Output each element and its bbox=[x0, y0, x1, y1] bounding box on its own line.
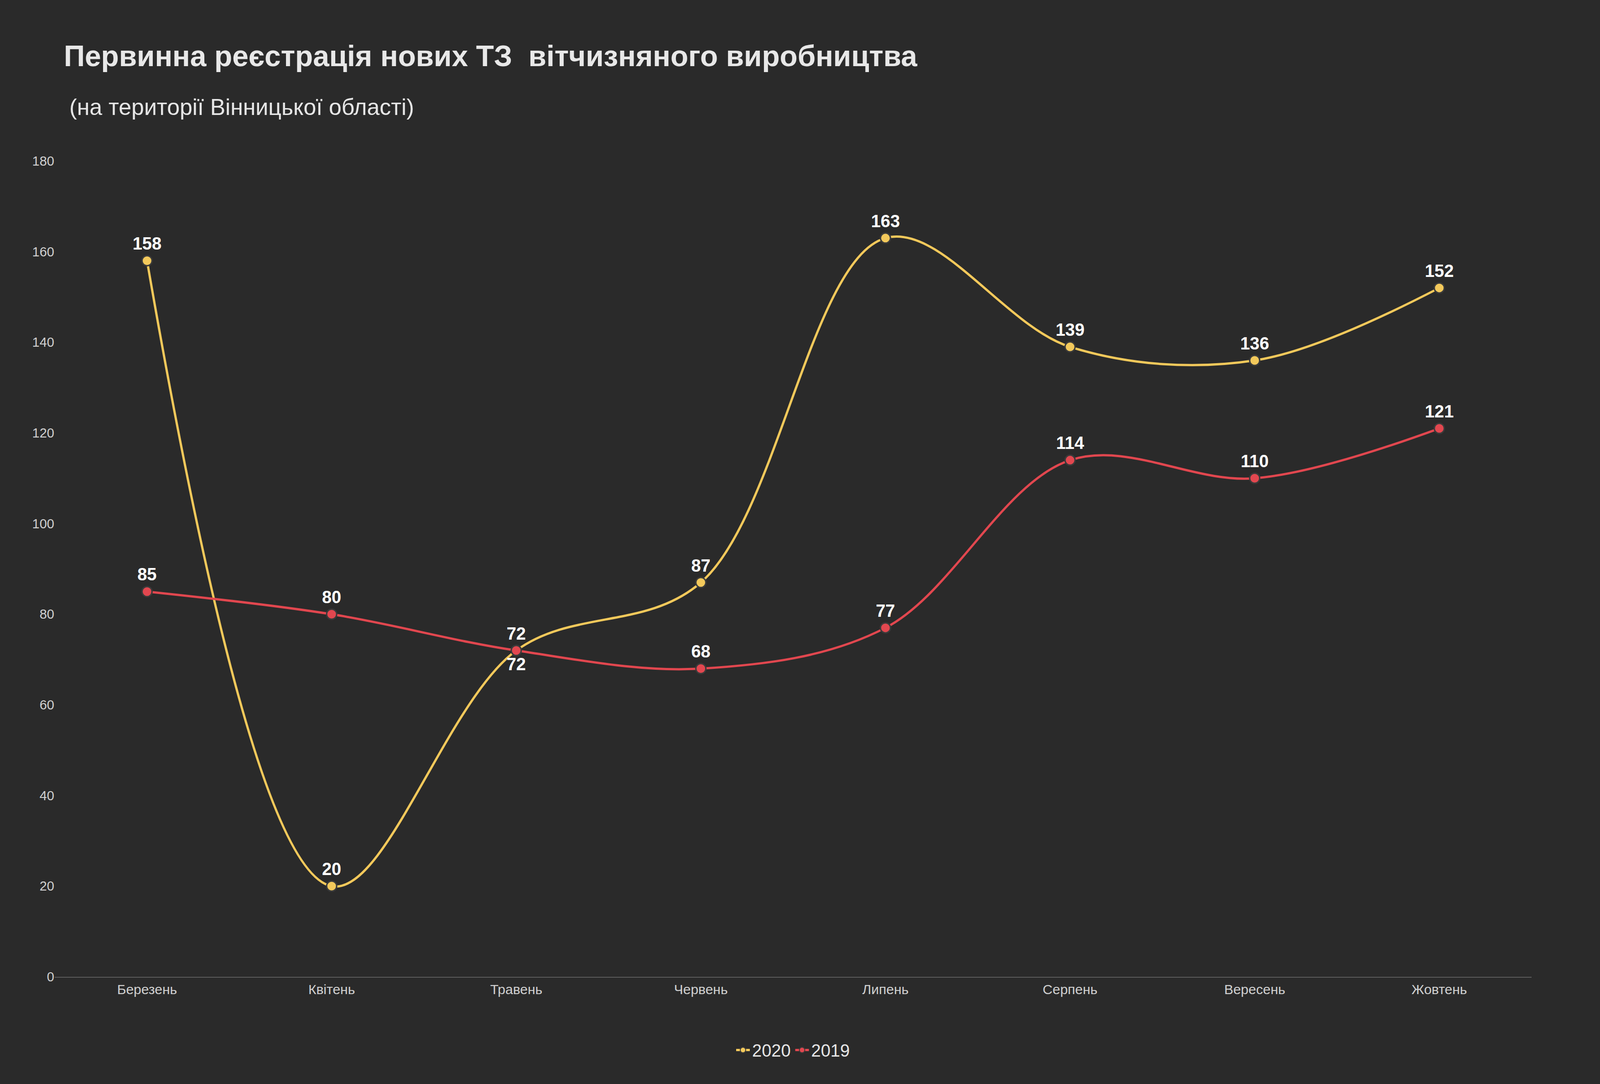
svg-text:77: 77 bbox=[875, 601, 895, 621]
svg-text:114: 114 bbox=[1055, 433, 1084, 453]
svg-text:87: 87 bbox=[690, 555, 711, 576]
svg-text:Квітень: Квітень bbox=[308, 981, 355, 997]
svg-text:72: 72 bbox=[506, 654, 526, 674]
svg-text:110: 110 bbox=[1240, 451, 1269, 471]
svg-text:80: 80 bbox=[39, 606, 55, 622]
svg-text:Червень: Червень bbox=[674, 981, 728, 997]
svg-text:Березень: Березень bbox=[117, 981, 177, 997]
svg-text:85: 85 bbox=[137, 564, 157, 584]
svg-text:(на території Вінницької облас: (на території Вінницької області) bbox=[69, 94, 415, 120]
svg-text:139: 139 bbox=[1055, 320, 1085, 340]
svg-text:136: 136 bbox=[1240, 333, 1269, 354]
svg-text:100: 100 bbox=[32, 516, 55, 531]
svg-text:Травень: Травень bbox=[490, 981, 543, 997]
svg-text:2020: 2020 bbox=[752, 1040, 791, 1060]
svg-text:180: 180 bbox=[32, 153, 55, 169]
svg-text:120: 120 bbox=[32, 425, 55, 441]
svg-text:Жовтень: Жовтень bbox=[1411, 981, 1468, 997]
svg-text:Липень: Липень bbox=[862, 981, 910, 997]
svg-text:158: 158 bbox=[132, 233, 162, 254]
svg-text:2019: 2019 bbox=[811, 1040, 851, 1060]
svg-text:163: 163 bbox=[871, 211, 900, 231]
svg-text:40: 40 bbox=[39, 788, 55, 803]
svg-text:0: 0 bbox=[46, 969, 55, 984]
svg-text:121: 121 bbox=[1424, 401, 1454, 421]
svg-text:160: 160 bbox=[32, 244, 55, 260]
svg-text:152: 152 bbox=[1424, 261, 1454, 281]
svg-text:80: 80 bbox=[322, 587, 342, 607]
svg-text:140: 140 bbox=[32, 334, 55, 350]
svg-text:60: 60 bbox=[39, 697, 55, 712]
svg-text:20: 20 bbox=[322, 859, 342, 879]
svg-text:68: 68 bbox=[690, 641, 711, 661]
svg-text:Первинна реєстрація нових ТЗ: Первинна реєстрація нових ТЗ вітчизняног… bbox=[63, 39, 918, 73]
svg-text:20: 20 bbox=[39, 878, 55, 894]
svg-text:Вересень: Вересень bbox=[1224, 981, 1286, 997]
svg-text:72: 72 bbox=[506, 623, 526, 644]
svg-text:Серпень: Серпень bbox=[1042, 981, 1098, 997]
